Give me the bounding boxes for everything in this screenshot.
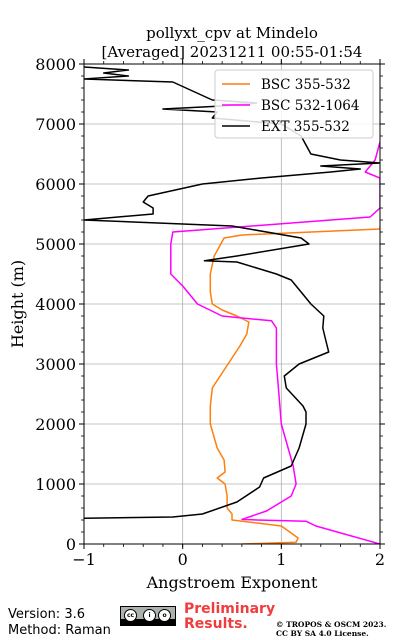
y-tick-label: 2000 xyxy=(35,415,76,434)
y-tick-label: 3000 xyxy=(35,355,76,374)
cc-license-badge: cc i o xyxy=(120,606,176,626)
copyright-line-1: © TROPOS & OSCM 2023. xyxy=(276,620,387,629)
legend-box xyxy=(214,69,374,139)
copyright-line-2: CC BY SA 4.0 License. xyxy=(276,629,369,638)
x-tick-label: 2 xyxy=(375,550,385,569)
y-tick-label: 4000 xyxy=(35,295,76,314)
preliminary-notice: Preliminary Results. xyxy=(184,602,275,632)
y-tick-label: 1000 xyxy=(35,475,76,494)
legend: BSC 355-532 BSC 532-1064 EXT 355-532 xyxy=(214,69,374,139)
legend-label: BSC 532-1064 xyxy=(261,98,359,114)
y-tick-label: 8000 xyxy=(35,55,76,74)
preliminary-line-1: Preliminary xyxy=(184,601,276,617)
method-text: Method: Raman xyxy=(8,623,111,638)
x-tick-label: 0 xyxy=(178,550,188,569)
chart-title: pollyxt_cpv at Mindelo xyxy=(146,24,318,42)
series-line-3 xyxy=(84,66,380,519)
series-lines xyxy=(84,66,380,544)
x-tick-label: −1 xyxy=(72,550,96,569)
chart-subtitle: [Averaged] 20231211 00:55-01:54 xyxy=(102,43,363,61)
legend-label: EXT 355-532 xyxy=(261,119,350,135)
copyright-notice: © TROPOS & OSCM 2023. CC BY SA 4.0 Licen… xyxy=(276,620,386,638)
y-axis-label: Height (m) xyxy=(8,260,27,348)
y-tick-label: 0 xyxy=(66,535,76,554)
x-axis-label: Angstroem Exponent xyxy=(146,573,318,592)
y-tick-label: 7000 xyxy=(35,115,76,134)
version-text: Version: 3.6 xyxy=(8,607,85,622)
x-tick-label: 1 xyxy=(276,550,286,569)
series-line-1 xyxy=(209,226,380,544)
preliminary-line-2: Results. xyxy=(184,616,248,632)
profile-chart: pollyxt_cpv at Mindelo [Averaged] 202312… xyxy=(8,24,385,592)
legend-label: BSC 355-532 xyxy=(261,77,351,93)
y-tick-label: 6000 xyxy=(35,175,76,194)
y-tick-label: 5000 xyxy=(35,235,76,254)
series-line-2 xyxy=(170,141,380,544)
